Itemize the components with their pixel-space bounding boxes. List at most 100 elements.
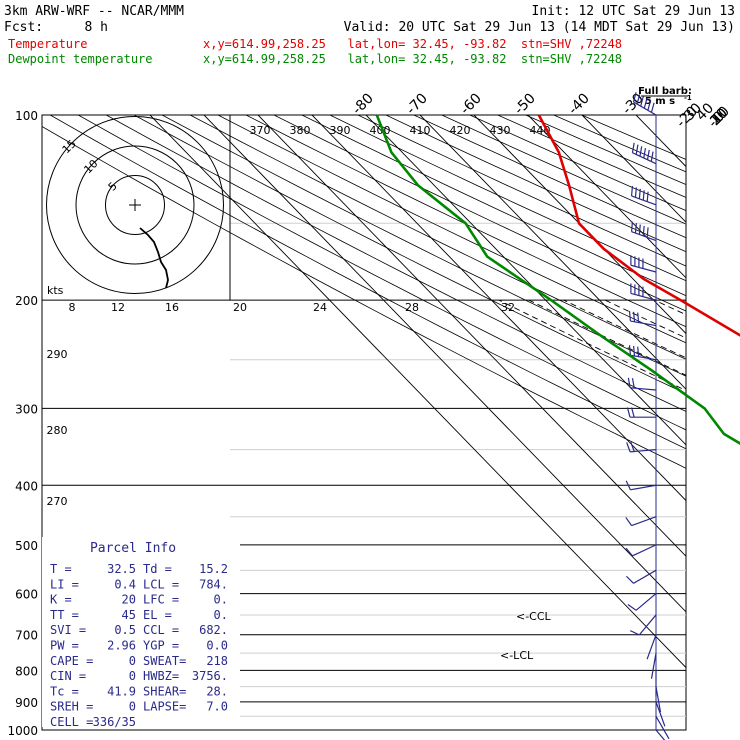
wind-barb-shaft bbox=[630, 354, 657, 361]
parcel-value: 0. bbox=[214, 593, 228, 607]
parcel-value: 336/35 bbox=[93, 715, 136, 729]
valid-time: Valid: 20 UTC Sat 29 Jun 13 (14 MDT Sat … bbox=[344, 20, 735, 35]
isotherm-label: -60 bbox=[457, 90, 484, 117]
hodograph-units: kts bbox=[47, 284, 64, 297]
parcel-key: CCL = bbox=[143, 623, 179, 637]
parcel-key: LAPSE= bbox=[143, 700, 186, 714]
wind-barb-flag bbox=[630, 441, 635, 452]
wind-barb-shaft bbox=[635, 593, 657, 611]
legend-temperature-name: Temperature bbox=[8, 37, 87, 51]
wind-barb-flag bbox=[628, 311, 631, 322]
wind-barb-flag bbox=[642, 190, 645, 201]
wind-barb-shaft bbox=[632, 544, 657, 557]
parcel-info-background bbox=[42, 537, 240, 727]
moist-adiabat-line bbox=[563, 299, 686, 359]
hodograph-ring-label: 10 bbox=[81, 157, 100, 176]
isotherm-line bbox=[365, 115, 686, 446]
wind-barb-flag bbox=[646, 191, 649, 202]
pressure-tick-label: 300 bbox=[15, 402, 38, 416]
wind-barb-flag bbox=[630, 407, 635, 418]
pressure-tick-label: 400 bbox=[15, 479, 38, 493]
dry-adiabat-line bbox=[106, 115, 686, 412]
parcel-value: 0 bbox=[129, 669, 136, 683]
wind-barb-flag bbox=[633, 311, 636, 322]
dry-adiabat-label: 290 bbox=[47, 348, 68, 361]
wind-barb-flag bbox=[643, 148, 647, 159]
init-time: Init: 12 UTC Sat 29 Jun 13 bbox=[532, 4, 736, 19]
hodograph-scale-label: 8 bbox=[69, 301, 76, 314]
parcel-value: 28. bbox=[206, 684, 228, 698]
skewt-grid bbox=[42, 115, 686, 669]
wind-barb-flag bbox=[627, 604, 637, 611]
dry-adiabat-line bbox=[357, 115, 686, 267]
wind-barb-flag bbox=[631, 378, 635, 389]
parcel-key: SVI = bbox=[50, 623, 86, 637]
isotherm-label: -50 bbox=[511, 90, 538, 117]
parcel-key: PW = bbox=[50, 639, 79, 653]
parcel-key: T = bbox=[50, 562, 72, 576]
dry-adiabat-line bbox=[78, 115, 686, 431]
wind-barb-flag bbox=[643, 98, 648, 109]
parcel-value: 682. bbox=[199, 623, 228, 637]
pressure-tick-label: 800 bbox=[15, 664, 38, 678]
model-title: 3km ARW-WRF -- NCAR/MMM bbox=[4, 4, 184, 19]
wind-barb-flag bbox=[626, 442, 631, 453]
wind-barb-flag bbox=[639, 146, 643, 157]
wind-barb-shaft bbox=[655, 715, 670, 740]
wind-barb-flag bbox=[637, 312, 640, 323]
dry-adiabat-label: 280 bbox=[47, 424, 68, 437]
mixing-ratio-scale-label: 32 bbox=[501, 301, 515, 314]
parcel-value: 20 bbox=[122, 593, 136, 607]
wind-barb-flag bbox=[637, 346, 640, 357]
wind-barb-flag bbox=[630, 185, 634, 197]
parcel-value: 41.9 bbox=[107, 684, 136, 698]
parcel-value: 15.2 bbox=[199, 562, 228, 576]
dry-adiabat-label: 380 bbox=[290, 124, 311, 137]
pressure-tick-label: 700 bbox=[15, 629, 38, 643]
wind-barb-flag bbox=[626, 407, 631, 418]
hodograph-scale-label: 16 bbox=[165, 301, 179, 314]
dewpoint-profile bbox=[375, 114, 740, 445]
wind-barb-shaft bbox=[631, 195, 657, 206]
isotherm-label: -70 bbox=[403, 90, 430, 117]
wind-barb-flag bbox=[627, 377, 631, 388]
hodograph-ring bbox=[105, 175, 165, 235]
pressure-tick-label: 600 bbox=[15, 588, 38, 602]
parcel-key: TT = bbox=[50, 608, 79, 622]
wind-barb-flag bbox=[625, 480, 631, 491]
isotherm-line bbox=[311, 115, 686, 502]
dry-adiabat-line bbox=[301, 115, 686, 297]
moist-adiabat-line bbox=[654, 299, 686, 316]
forecast-hour: 8 h bbox=[85, 20, 108, 35]
barb-scale-units-exponent: -1 bbox=[684, 94, 692, 102]
barb-scale-units: 5 m s bbox=[645, 96, 675, 107]
parcel-value: 45 bbox=[122, 608, 136, 622]
dry-adiabat-line bbox=[525, 115, 686, 185]
parcel-info-title: Parcel Info bbox=[90, 541, 176, 556]
isotherm-line bbox=[581, 115, 686, 223]
parcel-info-table: T = 32.5 Td = 15.2 LI = 0.4 LCL = 784. K = 20 LFC … bbox=[50, 562, 228, 729]
wind-barb-flag bbox=[638, 224, 641, 235]
wind-barb-shaft bbox=[630, 320, 657, 327]
wind-barb-flag bbox=[636, 94, 641, 105]
legend-dewpoint-info: x,y=614.99,258.25 lat,lon= 32.45, -93.82… bbox=[203, 52, 622, 66]
wind-barb-flag bbox=[630, 221, 634, 232]
dry-adiabat-line bbox=[497, 115, 686, 198]
dry-adiabat-label: 370 bbox=[250, 124, 271, 137]
wind-barb-shaft bbox=[638, 614, 657, 636]
mixing-ratio-scale-label: 24 bbox=[313, 301, 327, 314]
pressure-tick-label: 900 bbox=[15, 696, 38, 710]
isotherm-line bbox=[527, 115, 686, 279]
parcel-key: LCL = bbox=[143, 577, 179, 591]
parcel-value: 3756. bbox=[192, 669, 228, 683]
wind-barb-shaft bbox=[631, 231, 657, 242]
wind-barb-shaft bbox=[630, 484, 657, 491]
wind-barb-shaft bbox=[655, 701, 666, 727]
wind-barb-flag bbox=[631, 142, 635, 153]
parcel-key: Td = bbox=[143, 562, 172, 576]
parcel-key: EL = bbox=[143, 608, 172, 622]
wind-barb-shaft bbox=[630, 449, 657, 453]
dry-adiabat-line bbox=[50, 115, 686, 450]
moist-adiabat-line bbox=[498, 299, 686, 391]
